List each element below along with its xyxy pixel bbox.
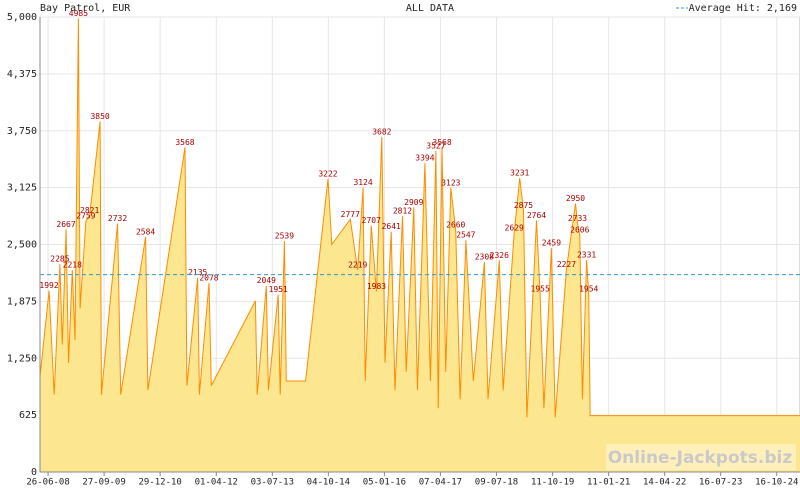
x-tick-label: 29-12-10 bbox=[138, 478, 181, 488]
value-label: 2459 bbox=[542, 239, 561, 248]
value-label: 2707 bbox=[362, 216, 381, 225]
value-label: 2218 bbox=[63, 261, 82, 270]
y-tick-label: 3,125 bbox=[7, 183, 37, 194]
value-label: 3682 bbox=[372, 127, 391, 136]
value-label: 2326 bbox=[490, 251, 509, 260]
value-label: 2308 bbox=[475, 252, 494, 261]
value-label: 2950 bbox=[566, 194, 585, 203]
value-label: 1992 bbox=[39, 281, 58, 290]
watermark: Online-Jackpots.biz bbox=[608, 448, 793, 468]
value-label: 4985 bbox=[69, 9, 88, 18]
y-tick-label: 3,750 bbox=[7, 126, 37, 137]
value-label: 2547 bbox=[456, 231, 475, 240]
value-label: 2331 bbox=[577, 250, 596, 259]
x-tick-label: 03-07-13 bbox=[251, 478, 294, 488]
x-tick-label: 14-04-22 bbox=[643, 478, 686, 488]
value-label: 2660 bbox=[446, 220, 465, 229]
value-label: 2584 bbox=[136, 227, 155, 236]
y-tick-label: 0 bbox=[31, 467, 37, 478]
value-label: 3222 bbox=[318, 169, 337, 178]
x-tick-label: 07-04-17 bbox=[419, 478, 462, 488]
value-label: 2821 bbox=[80, 206, 99, 215]
x-tick-label: 16-10-24 bbox=[755, 478, 798, 488]
value-label: 3394 bbox=[415, 154, 434, 163]
value-label: 2641 bbox=[382, 222, 401, 231]
value-label: 2812 bbox=[393, 207, 412, 216]
value-label: 2875 bbox=[514, 201, 533, 210]
value-label: 3568 bbox=[432, 138, 451, 147]
value-label: 3527 bbox=[426, 142, 445, 151]
x-tick-label: 05-01-16 bbox=[363, 478, 406, 488]
value-label: 2606 bbox=[570, 225, 589, 234]
y-tick-label: 2,500 bbox=[7, 240, 37, 251]
x-tick-label: 11-10-19 bbox=[531, 478, 574, 488]
x-tick-label: 26-06-08 bbox=[26, 478, 69, 488]
y-tick-label: 5,000 bbox=[7, 12, 37, 23]
value-label: 2759 bbox=[76, 211, 95, 220]
x-tick-label: 01-04-12 bbox=[195, 478, 238, 488]
line bbox=[39, 18, 800, 418]
area bbox=[40, 18, 800, 473]
y-tick-label: 1,875 bbox=[7, 296, 37, 307]
chart-title: ALL DATA bbox=[406, 3, 454, 14]
value-label: 1954 bbox=[579, 285, 598, 294]
value-label: 3123 bbox=[441, 178, 460, 187]
value-label: 2078 bbox=[199, 273, 218, 282]
value-label: 2539 bbox=[275, 231, 294, 240]
value-label: 2667 bbox=[56, 220, 75, 229]
value-label: 2227 bbox=[557, 260, 576, 269]
value-label: 2909 bbox=[404, 198, 423, 207]
y-tick-label: 4,375 bbox=[7, 69, 37, 80]
value-label: 2764 bbox=[527, 211, 546, 220]
value-label: 2629 bbox=[505, 223, 524, 232]
average-label: Average Hit: 2,169 bbox=[689, 3, 797, 14]
value-label: 1955 bbox=[531, 285, 550, 294]
x-tick-label: 16-07-23 bbox=[699, 478, 742, 488]
value-label: 2732 bbox=[108, 214, 127, 223]
value-label: 3231 bbox=[510, 168, 529, 177]
x-tick-label: 09-07-18 bbox=[475, 478, 518, 488]
value-label: 2049 bbox=[257, 276, 276, 285]
x-tick-label: 27-09-09 bbox=[82, 478, 125, 488]
value-label: 1983 bbox=[367, 282, 386, 291]
value-label: 2135 bbox=[188, 268, 207, 277]
value-label: 3850 bbox=[90, 112, 109, 121]
value-label: 3124 bbox=[353, 178, 372, 187]
value-label: 1951 bbox=[269, 285, 288, 294]
value-label: 2219 bbox=[348, 261, 367, 270]
y-tick-label: 625 bbox=[19, 410, 37, 421]
value-label: 2733 bbox=[568, 214, 587, 223]
value-label: 2285 bbox=[50, 255, 69, 264]
value-label: 2777 bbox=[341, 210, 360, 219]
value-label: 3568 bbox=[175, 138, 194, 147]
x-tick-label: 11-01-21 bbox=[587, 478, 630, 488]
watermark-box bbox=[606, 444, 796, 470]
x-tick-label: 04-10-14 bbox=[307, 478, 350, 488]
y-tick-label: 1,250 bbox=[7, 353, 37, 364]
chart-subtitle: Bay Patrol, EUR bbox=[40, 3, 131, 14]
